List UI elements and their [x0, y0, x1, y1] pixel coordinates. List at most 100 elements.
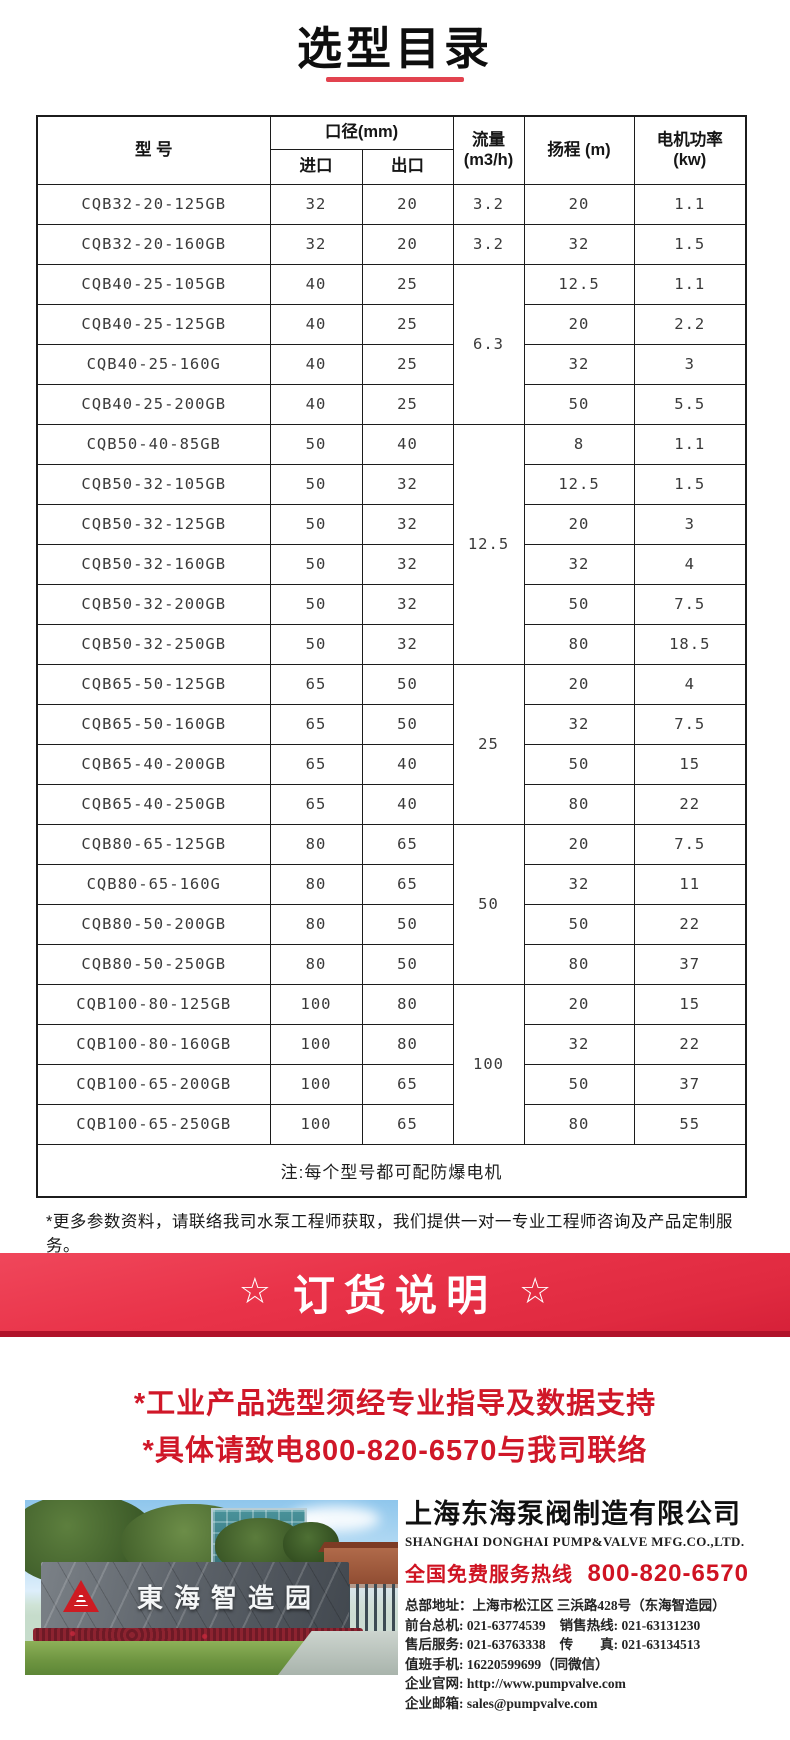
- power-cell: 4: [633, 663, 747, 705]
- head-cell: 12.5: [523, 263, 635, 305]
- inlet-cell: 80: [269, 823, 363, 865]
- outlet-cell: 40: [361, 743, 454, 785]
- head-cell: 32: [523, 543, 635, 585]
- table-row: CQB40-25-105GB 40 25 6.3 12.5 1.1: [36, 263, 747, 425]
- table-row: CQB65-50-125GB 65 50 25 20 4: [36, 663, 747, 825]
- table-row: CQB40-25-200GB 40 25 50 5.5: [36, 383, 747, 425]
- header-power-line2: (kw): [673, 151, 707, 170]
- model-cell: CQB32-20-125GB: [36, 183, 271, 225]
- power-cell: 11: [633, 863, 747, 905]
- inlet-cell: 32: [269, 183, 363, 225]
- table-row: CQB80-65-160G 80 65 32 11: [36, 863, 747, 905]
- header-diameter: 口径(mm): [269, 115, 454, 150]
- power-cell: 37: [633, 943, 747, 985]
- head-cell: 20: [523, 983, 635, 1025]
- header-power: 电机功率 (kw): [633, 115, 747, 185]
- model-cell: CQB65-40-200GB: [36, 743, 271, 785]
- flow-cell: 100: [452, 983, 525, 1145]
- contact-segment: 企业官网: http://www.pumpvalve.com: [405, 1676, 626, 1691]
- head-cell: 8: [523, 423, 635, 465]
- outlet-cell: 25: [361, 303, 454, 345]
- contact-line: 前台总机: 021-63774539 销售热线: 021-63131230: [405, 1616, 787, 1636]
- head-cell: 50: [523, 583, 635, 625]
- table-row: CQB80-50-250GB 80 50 80 37: [36, 943, 747, 985]
- inlet-cell: 50: [269, 543, 363, 585]
- contact-segment: 总部地址：上海市松江区 三浜路428号（东海智造园）: [405, 1598, 726, 1613]
- table-row: CQB100-80-160GB 100 80 32 22: [36, 1023, 747, 1065]
- head-cell: 20: [523, 503, 635, 545]
- power-cell: 18.5: [633, 623, 747, 665]
- table-row: CQB80-65-125GB 80 65 50 20 7.5: [36, 823, 747, 985]
- contact-line: 企业邮箱: sales@pumpvalve.com: [405, 1694, 787, 1714]
- contact-line: 企业官网: http://www.pumpvalve.com: [405, 1674, 787, 1694]
- table-row: CQB32-20-125GB 32 20 3.2 20 1.1: [36, 183, 747, 225]
- outlet-cell: 32: [361, 543, 454, 585]
- head-cell: 32: [523, 343, 635, 385]
- model-cell: CQB50-32-250GB: [36, 623, 271, 665]
- table-row: CQB50-32-250GB 50 32 80 18.5: [36, 623, 747, 665]
- inlet-cell: 40: [269, 263, 363, 305]
- model-cell: CQB100-65-250GB: [36, 1103, 271, 1145]
- power-cell: 22: [633, 783, 747, 825]
- inlet-cell: 50: [269, 423, 363, 465]
- contact-line: 值班手机: 16220599699（同微信）: [405, 1655, 787, 1675]
- order-banner: ☆ 订货说明 ☆: [0, 1253, 790, 1337]
- power-cell: 2.2: [633, 303, 747, 345]
- contact-line: 总部地址：上海市松江区 三浜路428号（东海智造园）: [405, 1596, 787, 1616]
- flow-cell: 12.5: [452, 423, 525, 665]
- head-cell: 20: [523, 303, 635, 345]
- power-cell: 37: [633, 1063, 747, 1105]
- power-cell: 15: [633, 743, 747, 785]
- hotline-label: 全国免费服务热线: [405, 1564, 573, 1586]
- model-cell: CQB40-25-200GB: [36, 383, 271, 425]
- table-row: CQB65-40-200GB 65 40 50 15: [36, 743, 747, 785]
- outlet-cell: 20: [361, 223, 454, 265]
- order-notice-line: *具体请致电800-820-6570与我司联络: [142, 1435, 648, 1467]
- outlet-cell: 65: [361, 863, 454, 905]
- outlet-cell: 32: [361, 623, 454, 665]
- outlet-cell: 65: [361, 823, 454, 865]
- head-cell: 32: [523, 1023, 635, 1065]
- model-cell: CQB32-20-160GB: [36, 223, 271, 265]
- flow-cell: 3.2: [452, 223, 525, 265]
- company-name-cn: 上海东海泵阀制造有限公司: [405, 1499, 741, 1529]
- entrance-stone-wall: 東海智造园: [41, 1562, 349, 1630]
- power-cell: 22: [633, 903, 747, 945]
- wall-sign-text: 東海智造园: [136, 1582, 322, 1613]
- outlet-cell: 65: [361, 1063, 454, 1105]
- model-cell: CQB65-50-160GB: [36, 703, 271, 745]
- power-cell: 1.5: [633, 463, 747, 505]
- head-cell: 50: [523, 1063, 635, 1105]
- header-inlet: 进口: [269, 148, 363, 185]
- power-cell: 7.5: [633, 583, 747, 625]
- head-cell: 20: [523, 183, 635, 225]
- model-cell: CQB40-25-160G: [36, 343, 271, 385]
- power-cell: 22: [633, 1023, 747, 1065]
- head-cell: 80: [523, 783, 635, 825]
- head-cell: 32: [523, 703, 635, 745]
- contact-segment: 传 真: 021-63134513: [559, 1637, 701, 1652]
- inlet-cell: 50: [269, 583, 363, 625]
- head-cell: 80: [523, 1103, 635, 1145]
- header-flow-line2: (m3/h): [463, 151, 514, 170]
- header-model: 型 号: [36, 115, 271, 185]
- inlet-cell: 65: [269, 743, 363, 785]
- table-row: CQB50-40-85GB 50 40 12.5 8 1.1: [36, 423, 747, 665]
- header-power-line1: 电机功率: [656, 130, 723, 149]
- outlet-cell: 50: [361, 663, 454, 705]
- head-cell: 20: [523, 823, 635, 865]
- outlet-cell: 50: [361, 703, 454, 745]
- contact-line: 售后服务: 021-63763338 传 真: 021-63134513: [405, 1635, 787, 1655]
- head-cell: 20: [523, 663, 635, 705]
- table-row: CQB40-25-125GB 40 25 20 2.2: [36, 303, 747, 345]
- footnote: *更多参数资料，请联络我司水泵工程师获取，我们提供一对一专业工程师咨询及产品定制…: [46, 1213, 733, 1255]
- model-cell: CQB80-65-125GB: [36, 823, 271, 865]
- head-cell: 12.5: [523, 463, 635, 505]
- contact-lines: 总部地址：上海市松江区 三浜路428号（东海智造园） 前台总机: 021-6377…: [405, 1596, 787, 1713]
- hotline-number: 800-820-6570: [587, 1560, 749, 1587]
- table-note: 注:每个型号都可配防爆电机: [36, 1143, 747, 1198]
- power-cell: 3: [633, 343, 747, 385]
- flow-cell: 6.3: [452, 263, 525, 425]
- contact-segment: 售后服务: 021-63763338: [405, 1637, 546, 1652]
- power-cell: 5.5: [633, 383, 747, 425]
